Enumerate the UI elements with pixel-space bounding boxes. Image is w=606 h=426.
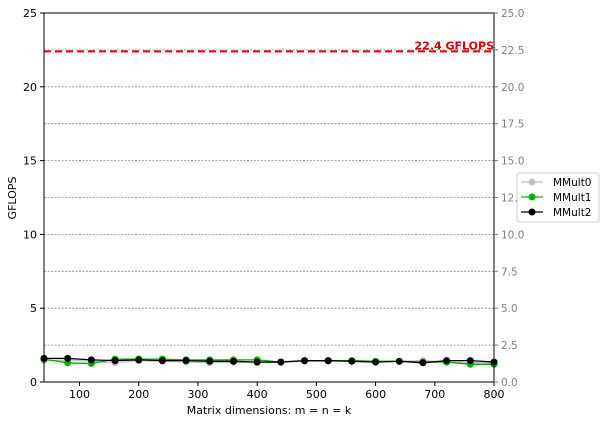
data-point-mmult2 xyxy=(395,357,403,365)
y-tick-label-left: 5 xyxy=(30,302,37,315)
data-point-mmult2 xyxy=(158,357,166,365)
data-series xyxy=(40,354,498,368)
data-point-mmult2 xyxy=(324,357,332,365)
y-tick-label-right: 10.0 xyxy=(501,229,524,241)
legend-label: MMult1 xyxy=(553,192,592,204)
data-point-mmult2 xyxy=(301,357,309,365)
legend-marker xyxy=(528,193,536,201)
y-tick-label-right: 2.5 xyxy=(501,340,518,352)
data-point-mmult2 xyxy=(443,357,451,365)
peak-performance-label: 22.4 GFLOPS xyxy=(415,39,495,52)
x-tick-label: 200 xyxy=(128,388,149,401)
y-tick-label-left: 10 xyxy=(23,228,37,241)
x-tick-label: 800 xyxy=(484,388,505,401)
data-point-mmult2 xyxy=(419,359,427,367)
y-tick-label-right: 22.5 xyxy=(501,45,524,57)
data-point-mmult2 xyxy=(372,358,380,366)
legend-box xyxy=(516,172,600,223)
x-tick-label: 100 xyxy=(69,388,90,401)
data-point-mmult2 xyxy=(182,357,190,365)
y-tick-label-left: 25 xyxy=(23,7,37,20)
series-line-mmult2 xyxy=(44,357,495,364)
data-point-mmult2 xyxy=(87,356,95,364)
data-point-mmult2 xyxy=(466,357,474,365)
grid-lines xyxy=(44,49,494,346)
y-tick-label-right: 0.0 xyxy=(501,377,518,389)
x-tick-label: 600 xyxy=(365,388,386,401)
y-tick-label-right: 20.0 xyxy=(501,82,524,94)
data-point-mmult2 xyxy=(277,358,285,366)
legend-marker xyxy=(528,178,536,186)
y-tick-label-right: 17.5 xyxy=(501,119,524,131)
y-tick-label-right: 15.0 xyxy=(501,156,524,168)
legend-label: MMult2 xyxy=(553,207,592,219)
peak-line-group: 22.4 GFLOPS xyxy=(44,39,495,53)
x-axis-label: Matrix dimensions: m = n = k xyxy=(187,404,352,417)
data-point-mmult2 xyxy=(253,358,261,366)
y-tick-label-left: 20 xyxy=(23,81,37,94)
x-tick-label: 500 xyxy=(306,388,327,401)
legend-label: MMult0 xyxy=(553,177,592,189)
y-tick-label-right: 7.5 xyxy=(501,266,518,278)
legend-item-mmult2: MMult2 xyxy=(521,207,592,219)
data-point-mmult2 xyxy=(206,357,214,365)
data-point-mmult2 xyxy=(111,357,119,365)
data-point-mmult2 xyxy=(348,357,356,365)
y-axis-label: GFLOPS xyxy=(6,177,19,220)
y-tick-label-left: 15 xyxy=(23,155,37,168)
y-tick-label-left: 0 xyxy=(30,376,37,389)
legend-item-mmult1: MMult1 xyxy=(521,192,592,204)
x-tick-label: 300 xyxy=(187,388,208,401)
legend-marker xyxy=(528,208,536,216)
x-tick-label: 700 xyxy=(424,388,445,401)
legend-item-mmult0: MMult0 xyxy=(521,177,592,189)
legend: MMult0 MMult1 MMult2 xyxy=(516,172,600,223)
x-tick-label: 400 xyxy=(247,388,268,401)
y-tick-label-right: 25.0 xyxy=(501,8,524,20)
data-point-mmult2 xyxy=(64,354,72,362)
data-point-mmult2 xyxy=(229,357,237,365)
data-point-mmult2 xyxy=(135,356,143,364)
y-tick-label-right: 5.0 xyxy=(501,303,518,315)
